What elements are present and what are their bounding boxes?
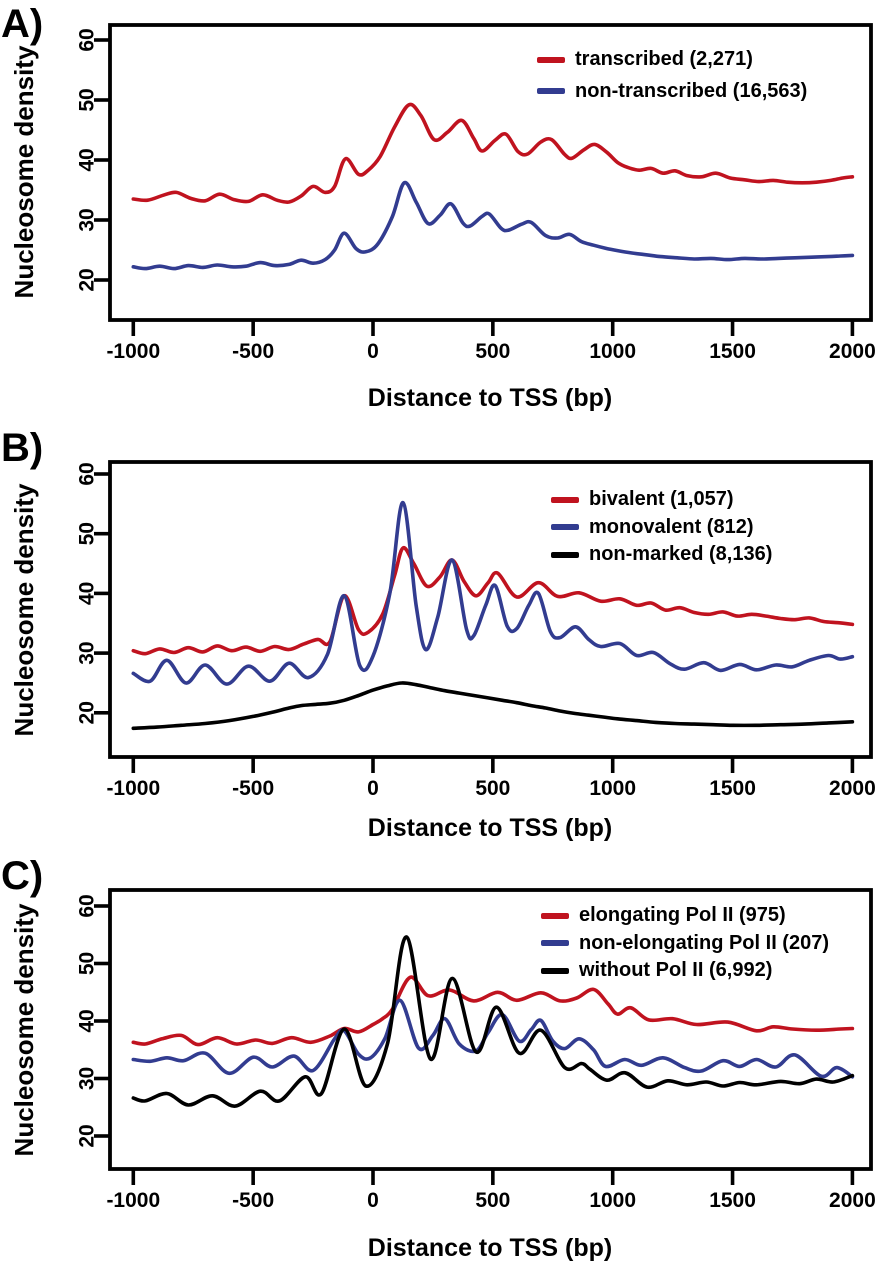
panel-c-y-axis-title: Nucleosome density (9, 903, 39, 1157)
y-tick-label: 60 (75, 28, 98, 51)
x-tick-label: 0 (367, 777, 379, 800)
x-tick-label: -500 (232, 1189, 274, 1212)
panel-c-label: C) (1, 854, 44, 898)
x-tick-label: 1500 (709, 777, 756, 800)
panel-a-x-axis-title: Distance to TSS (bp) (367, 384, 613, 412)
y-tick-label: 40 (75, 582, 98, 605)
panel-c-x-axis-title: Distance to TSS (bp) (367, 1234, 613, 1262)
x-tick-label: 500 (475, 340, 510, 363)
x-tick-label: -1000 (106, 1189, 160, 1212)
x-tick-label: 0 (367, 1189, 379, 1212)
panel-b-legend: bivalent (1,057) monovalent (812) non-mark… (551, 486, 772, 569)
panel-a-y-axis-title: Nucleosome density (9, 45, 39, 299)
legend-swatch (537, 88, 565, 95)
legend-item: elongating Pol II (975) (541, 902, 829, 930)
legend-label: without Pol II (6,992) (579, 959, 773, 982)
plot-box (108, 23, 873, 322)
x-tick-label: -1000 (106, 340, 160, 363)
x-tick-label: 1500 (709, 340, 756, 363)
legend-item: transcribed (2,271) (537, 44, 807, 76)
legend-item: monovalent (812) (551, 514, 772, 542)
y-tick-label: 60 (75, 462, 98, 485)
series-line-without-pol-ii (131, 935, 855, 1108)
legend-label: transcribed (2,271) (575, 48, 753, 71)
x-tick-label: 2000 (829, 777, 876, 800)
y-tick-label: 50 (75, 522, 98, 545)
y-tick-label: 30 (75, 1067, 98, 1090)
legend-item: non-elongating Pol II (207) (541, 930, 829, 958)
legend-label: non-transcribed (16,563) (575, 79, 808, 102)
panel-c-legend: elongating Pol II (975) non-elongating Po… (541, 902, 829, 985)
legend-label: bivalent (1,057) (589, 488, 734, 511)
x-tick-label: 500 (475, 777, 510, 800)
legend-item: non-marked (8,136) (551, 541, 772, 569)
legend-swatch (541, 967, 569, 974)
series-line-non-elongating-pol-ii (131, 998, 855, 1079)
series-line-non-transcribed (131, 180, 855, 271)
x-tick-label: 1000 (589, 777, 636, 800)
legend-label: monovalent (812) (589, 515, 754, 538)
x-tick-label: 1500 (709, 1189, 756, 1212)
x-tick-label: 2000 (829, 340, 876, 363)
panel-a-label: A) (1, 2, 44, 46)
panel-b-x-axis-title: Distance to TSS (bp) (367, 814, 613, 842)
x-tick-label: -1000 (106, 777, 160, 800)
legend-swatch (551, 524, 579, 531)
x-tick-label: 1000 (589, 340, 636, 363)
panel-c-plot: -1000 -500 0 500 1000 1500 2000 20 30 40 50 60 (75, 888, 876, 1212)
x-tick-label: 0 (367, 340, 379, 363)
legend-swatch (537, 56, 565, 63)
series-line-bivalent (131, 546, 855, 656)
series-line-transcribed (131, 102, 855, 204)
legend-item: without Pol II (6,992) (541, 957, 829, 985)
legend-label: non-marked (8,136) (589, 543, 773, 566)
y-tick-label: 40 (75, 1009, 98, 1032)
legend-swatch (551, 551, 579, 558)
y-tick-label: 60 (75, 894, 98, 917)
legend-swatch (541, 912, 569, 919)
legend-swatch (551, 496, 579, 503)
plot-box (108, 460, 873, 759)
panel-b-label: B) (1, 426, 44, 470)
panel-a-legend: transcribed (2,271) non-transcribed (16,5… (537, 44, 807, 107)
x-tick-label: 2000 (829, 1189, 876, 1212)
plot-box (108, 888, 873, 1171)
panel-b-plot: -1000 -500 0 500 1000 1500 2000 20 30 40 50 60 (75, 460, 876, 800)
panel-b-y-axis-title: Nucleosome density (9, 483, 39, 737)
legend-item: non-transcribed (16,563) (537, 76, 807, 108)
y-tick-label: 50 (75, 88, 98, 111)
x-tick-label: -500 (232, 340, 274, 363)
series-line-non-marked (131, 681, 855, 731)
legend-swatch (541, 940, 569, 947)
x-tick-label: 1000 (589, 1189, 636, 1212)
y-tick-label: 50 (75, 952, 98, 975)
legend-label: elongating Pol II (975) (579, 904, 786, 927)
y-tick-label: 20 (75, 701, 98, 724)
legend-item: bivalent (1,057) (551, 486, 772, 514)
legend-label: non-elongating Pol II (207) (579, 931, 829, 954)
y-tick-label: 30 (75, 641, 98, 664)
x-tick-label: -500 (232, 777, 274, 800)
series-line-monovalent (131, 500, 855, 686)
y-tick-label: 30 (75, 208, 98, 231)
panel-a-plot: -1000 -500 0 500 1000 1500 2000 20 30 40 50 60 (75, 23, 876, 363)
x-tick-label: 500 (475, 1189, 510, 1212)
y-tick-label: 40 (75, 148, 98, 171)
y-tick-label: 20 (75, 268, 98, 291)
y-tick-label: 20 (75, 1124, 98, 1147)
